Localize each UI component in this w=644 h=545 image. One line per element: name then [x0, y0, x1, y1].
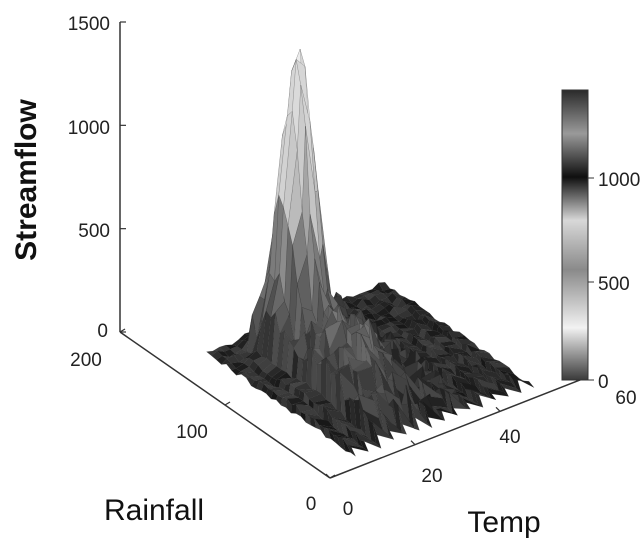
surface-facet	[484, 360, 505, 365]
surface-facet	[321, 357, 327, 401]
x-tick-label: 0	[343, 499, 354, 520]
surface-facet	[392, 292, 405, 298]
x-tick-label: 40	[499, 427, 520, 448]
surface-facet	[479, 356, 500, 362]
axis-tick	[119, 328, 126, 333]
surface-facet	[420, 313, 435, 320]
colorbar	[561, 89, 589, 381]
surface-facet	[452, 335, 471, 341]
y-tick-label: 100	[176, 422, 208, 443]
colorbar-tick-label: 0	[598, 372, 609, 393]
y-tick-label: 0	[306, 494, 317, 515]
surface-facet	[456, 338, 476, 346]
surface-facet	[493, 366, 515, 375]
z-tick-label: 500	[78, 221, 110, 242]
z-tick-label: 1500	[68, 14, 110, 35]
surface-facet	[406, 301, 421, 307]
surface-facet	[424, 315, 440, 323]
y-tick-label: 200	[70, 350, 102, 371]
surface-facet	[470, 350, 490, 354]
surface-mesh	[206, 48, 535, 457]
colorbar-tick-label: 500	[598, 274, 630, 295]
surface-facet	[415, 309, 431, 316]
axis-tick	[325, 473, 331, 479]
axis-tick	[495, 406, 501, 412]
colorbar-tick-label: 1000	[598, 170, 640, 191]
z-tick-label: 1000	[68, 118, 110, 139]
z-axis-title: Streamflow	[10, 98, 43, 260]
surface-facet	[316, 360, 322, 394]
x-tick-label: 20	[421, 466, 442, 487]
x-axis-line	[329, 377, 586, 479]
surface-facet	[401, 298, 416, 305]
surface-facet	[290, 404, 297, 414]
z-tick-label: 0	[97, 321, 108, 342]
x-tick-label: 60	[615, 388, 636, 409]
axis-tick	[410, 440, 416, 446]
y-axis-title: Rainfall	[104, 494, 204, 527]
surface-facet	[512, 378, 535, 388]
x-axis-title: Temp	[467, 506, 540, 539]
axis-tick	[224, 401, 231, 406]
surface-facet	[488, 361, 510, 368]
axis-tick	[329, 474, 336, 479]
